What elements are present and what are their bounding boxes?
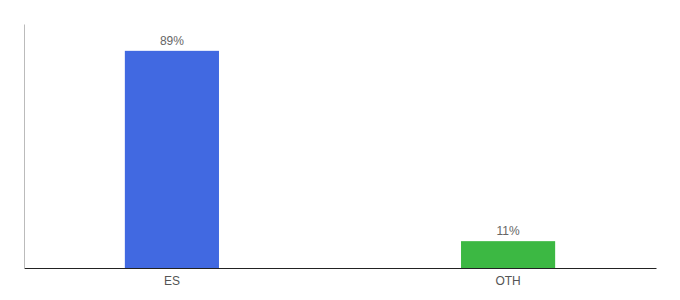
- data-label: 11%: [497, 224, 520, 238]
- y-axis: [24, 25, 25, 269]
- chart: ES OTH 89% 11%: [0, 0, 680, 300]
- x-tick-label: OTH: [495, 274, 520, 288]
- plot: ES OTH 89% 11%: [25, 25, 657, 288]
- bar: [125, 51, 219, 268]
- bars: [125, 51, 555, 268]
- bar: [461, 241, 555, 268]
- x-axis-line: [25, 268, 657, 269]
- x-tick-label: ES: [164, 274, 180, 288]
- y-axis-line: [24, 25, 25, 269]
- x-axis: ES OTH: [25, 269, 657, 288]
- data-labels: 89% 11%: [160, 34, 520, 238]
- data-label: 89%: [160, 34, 184, 48]
- x-tick: OTH: [495, 274, 520, 288]
- x-tick: ES: [164, 274, 180, 288]
